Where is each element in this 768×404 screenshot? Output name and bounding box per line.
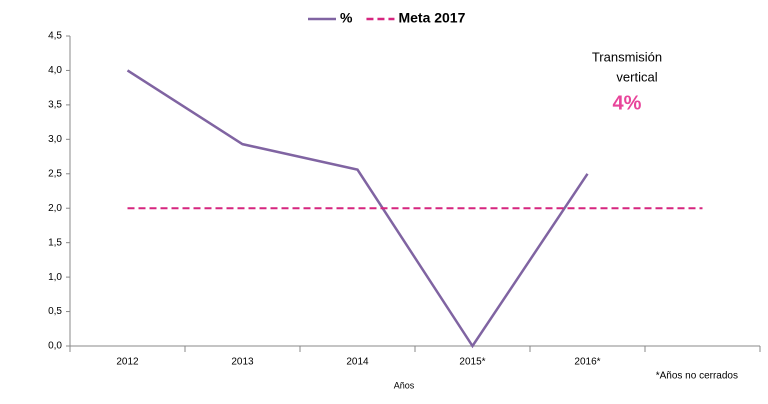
y-tick-label: 3,5: [48, 100, 62, 111]
annotation: 4%: [613, 92, 642, 114]
x-tick-label: 2014: [346, 357, 369, 368]
y-tick-label: 1,0: [48, 272, 62, 283]
y-tick-label: 2,0: [48, 203, 62, 214]
y-tick-label: 1,5: [48, 237, 62, 248]
y-tick-label: 3,0: [48, 134, 62, 145]
x-tick-label: 2015*: [459, 357, 485, 368]
legend-label: Meta 2017: [398, 10, 465, 26]
x-tick-label: 2016*: [574, 357, 600, 368]
legend-label: %: [340, 10, 353, 26]
y-tick-label: 4,5: [48, 31, 62, 42]
footnote: *Años no cerrados: [656, 371, 738, 382]
annotation: vertical: [616, 69, 657, 84]
y-tick-label: 0,0: [48, 341, 62, 352]
y-tick-label: 0,5: [48, 306, 62, 317]
y-tick-label: 4,0: [48, 65, 62, 76]
x-tick-label: 2012: [116, 357, 139, 368]
annotation: Transmisión: [592, 49, 662, 64]
x-tick-label: 2013: [231, 357, 254, 368]
line-series: [126, 69, 589, 349]
y-tick-label: 2,5: [48, 168, 62, 179]
x-axis-label: Años: [394, 380, 415, 390]
